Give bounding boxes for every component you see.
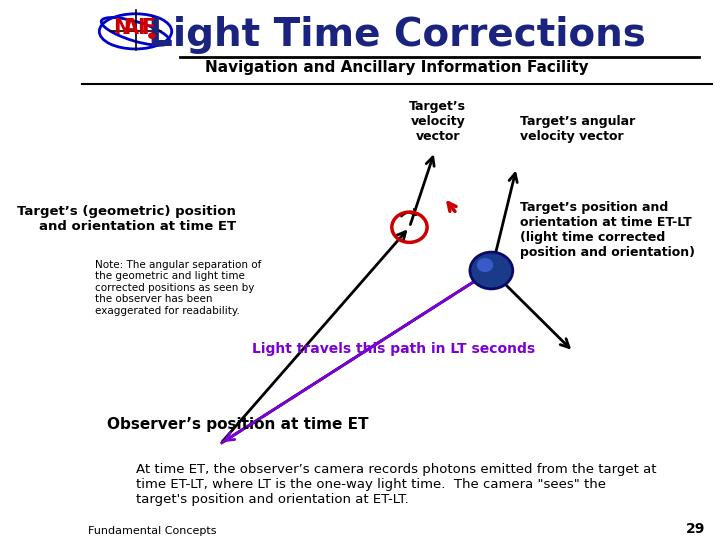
- Text: Light Time Corrections: Light Time Corrections: [148, 16, 646, 54]
- Text: I: I: [137, 18, 144, 38]
- Text: Navigation and Ancillary Information Facility: Navigation and Ancillary Information Fac…: [205, 60, 588, 75]
- Text: Observer’s position at time ET: Observer’s position at time ET: [107, 417, 368, 432]
- Text: Light travels this path in LT seconds: Light travels this path in LT seconds: [252, 342, 535, 356]
- Text: Target’s (geometric) position
and orientation at time ET: Target’s (geometric) position and orient…: [17, 205, 236, 233]
- Text: F: F: [141, 18, 156, 38]
- Text: N: N: [113, 18, 131, 38]
- Text: 29: 29: [686, 522, 705, 536]
- Text: A: A: [123, 18, 139, 38]
- Text: Target’s angular
velocity vector: Target’s angular velocity vector: [520, 115, 635, 143]
- Circle shape: [477, 258, 493, 272]
- Circle shape: [148, 32, 156, 39]
- Text: Note: The angular separation of
the geometric and light time
corrected positions: Note: The angular separation of the geom…: [94, 260, 261, 316]
- Circle shape: [470, 252, 513, 289]
- Text: At time ET, the observer’s camera records photons emitted from the target at
tim: At time ET, the observer’s camera record…: [136, 463, 656, 505]
- Text: Target’s position and
orientation at time ET-LT
(light time corrected
position a: Target’s position and orientation at tim…: [520, 201, 695, 259]
- Text: Fundamental Concepts: Fundamental Concepts: [88, 526, 217, 536]
- Text: Target’s
velocity
vector: Target’s velocity vector: [410, 101, 466, 143]
